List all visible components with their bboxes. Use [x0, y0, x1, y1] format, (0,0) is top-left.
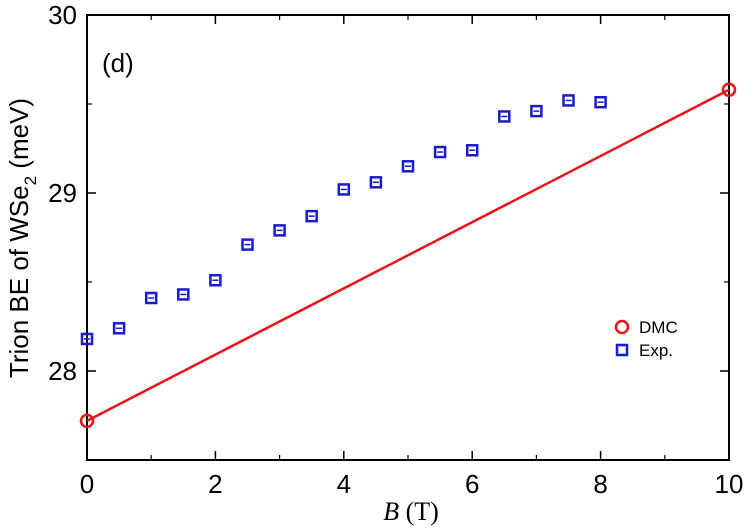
exp-point	[594, 95, 607, 109]
exp-point	[209, 273, 222, 287]
exp-point	[305, 209, 318, 223]
plot-area	[86, 14, 730, 461]
x-axis-variable: B	[383, 497, 399, 526]
legend: DMC Exp.	[614, 318, 678, 360]
legend-marker-dmc	[614, 319, 630, 335]
series-exp	[80, 94, 607, 346]
exp-point	[465, 144, 479, 157]
x-tick-label: 6	[465, 469, 479, 499]
exp-point	[498, 110, 511, 123]
dmc-point	[79, 413, 95, 429]
plot-frame	[86, 14, 730, 461]
y-tick-label: 29	[48, 178, 77, 208]
y-axis-title-unit: (meV)	[4, 98, 34, 176]
x-tick-label: 10	[715, 469, 744, 499]
exp-point	[241, 238, 254, 251]
series-dmc	[79, 82, 737, 429]
y-tick-label: 30	[48, 0, 77, 30]
data-marks	[79, 82, 737, 429]
x-tick-label: 4	[337, 469, 351, 499]
dmc-fit-line	[86, 88, 730, 422]
axis-ticks: 0 2 4 6 8 10 28 29 30	[48, 0, 743, 499]
exp-point	[369, 176, 383, 189]
exp-point	[337, 183, 351, 196]
exp-point	[112, 322, 126, 335]
exp-point	[80, 332, 94, 346]
legend-label-dmc: DMC	[639, 318, 678, 337]
x-tick-label: 2	[208, 469, 222, 499]
exp-point	[177, 288, 190, 301]
exp-point	[273, 224, 286, 237]
x-tick-label: 8	[593, 469, 607, 499]
x-tick-label: 0	[80, 469, 94, 499]
x-axis-unit: (T)	[399, 497, 439, 526]
exp-point	[401, 160, 415, 173]
y-axis-title-subscript: 2	[21, 176, 40, 185]
exp-point	[144, 291, 158, 305]
y-axis-title: Trion BE of WSe2 (meV)	[4, 98, 40, 378]
y-axis-title-main: Trion BE of WSe	[4, 185, 34, 378]
dmc-point	[721, 82, 737, 98]
exp-point	[562, 94, 575, 107]
exp-point	[433, 145, 447, 159]
exp-point	[530, 104, 543, 118]
x-axis-title: B (T)	[383, 497, 439, 526]
panel-label: (d)	[102, 48, 134, 78]
y-tick-label: 28	[48, 356, 77, 386]
legend-marker-exp	[615, 343, 629, 357]
legend-label-exp: Exp.	[639, 341, 673, 360]
